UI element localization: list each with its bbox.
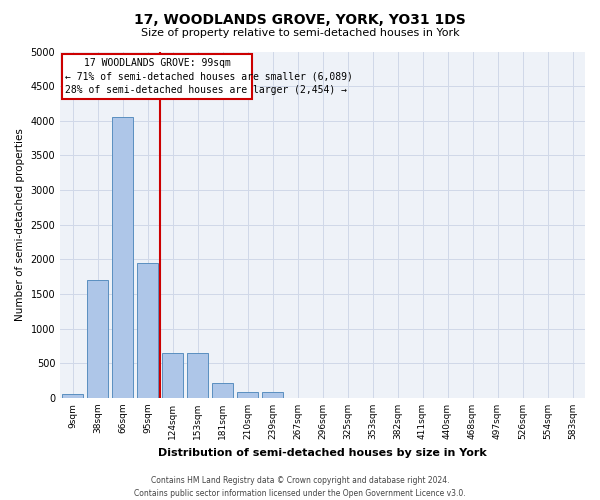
Text: Size of property relative to semi-detached houses in York: Size of property relative to semi-detach… <box>140 28 460 38</box>
Text: ← 71% of semi-detached houses are smaller (6,089): ← 71% of semi-detached houses are smalle… <box>65 72 353 82</box>
Text: 17, WOODLANDS GROVE, YORK, YO31 1DS: 17, WOODLANDS GROVE, YORK, YO31 1DS <box>134 12 466 26</box>
Bar <box>187 353 208 398</box>
Bar <box>237 392 258 398</box>
Bar <box>112 118 133 398</box>
Y-axis label: Number of semi-detached properties: Number of semi-detached properties <box>15 128 25 321</box>
Bar <box>162 353 183 398</box>
Bar <box>137 263 158 398</box>
X-axis label: Distribution of semi-detached houses by size in York: Distribution of semi-detached houses by … <box>158 448 487 458</box>
Bar <box>262 392 283 398</box>
Bar <box>87 280 108 398</box>
Text: 28% of semi-detached houses are larger (2,454) →: 28% of semi-detached houses are larger (… <box>65 85 347 95</box>
Bar <box>212 384 233 398</box>
Text: Contains HM Land Registry data © Crown copyright and database right 2024.
Contai: Contains HM Land Registry data © Crown c… <box>134 476 466 498</box>
Text: 17 WOODLANDS GROVE: 99sqm: 17 WOODLANDS GROVE: 99sqm <box>83 58 230 68</box>
Bar <box>62 394 83 398</box>
Bar <box>62 54 252 100</box>
